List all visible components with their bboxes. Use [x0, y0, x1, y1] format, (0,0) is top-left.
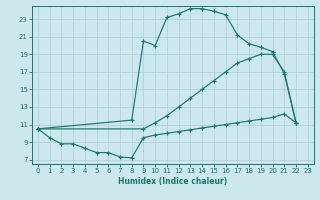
X-axis label: Humidex (Indice chaleur): Humidex (Indice chaleur) — [118, 177, 228, 186]
